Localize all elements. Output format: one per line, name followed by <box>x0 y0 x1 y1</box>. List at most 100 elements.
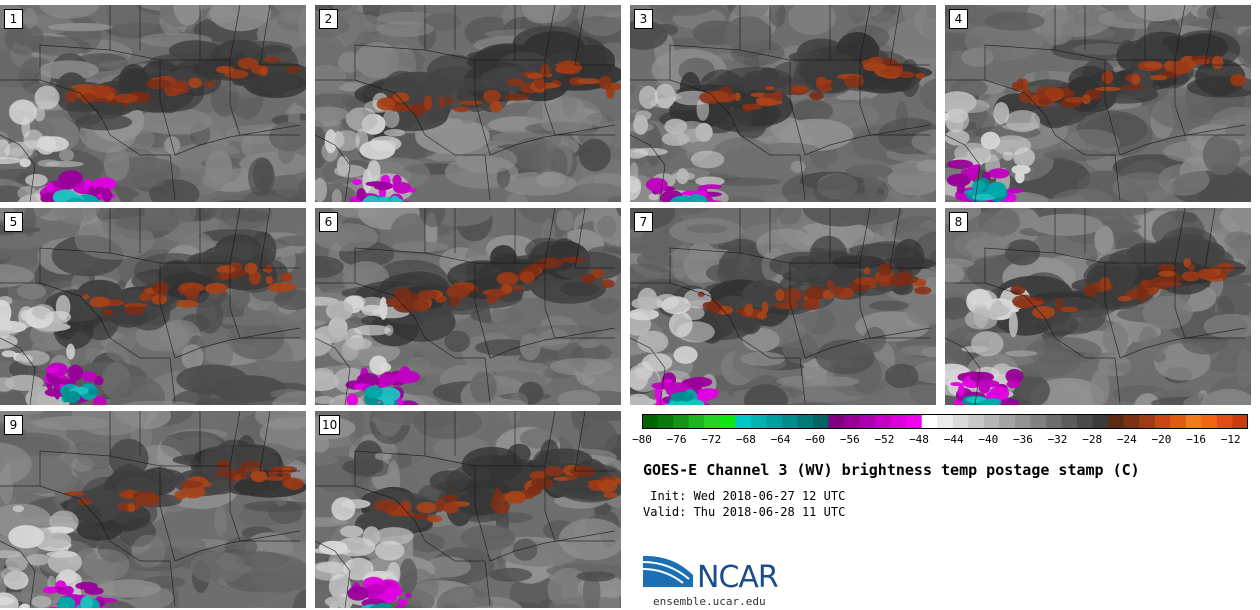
very-dry-streak <box>204 282 228 294</box>
deep-convection <box>947 159 973 169</box>
colorbar-swatch <box>735 414 752 429</box>
very-dry-streak <box>744 303 754 317</box>
state-boundary <box>1054 49 1121 156</box>
cloud-texture <box>548 131 562 146</box>
cloud-texture <box>757 161 789 198</box>
colorbar-swatch <box>766 414 783 429</box>
panel-label: 6 <box>319 212 338 232</box>
deep-convection <box>957 383 965 397</box>
cloud-texture <box>859 96 873 130</box>
very-dry-streak <box>1117 295 1132 302</box>
moist-air-region <box>0 320 27 334</box>
moist-air-region <box>630 152 644 159</box>
cloud-texture <box>407 356 430 374</box>
cloud-texture <box>298 398 306 405</box>
cloud-texture <box>315 453 338 466</box>
cloud-texture <box>4 22 44 55</box>
state-boundary <box>630 5 741 81</box>
colorbar-swatch <box>1014 414 1032 429</box>
state-boundary <box>109 252 176 359</box>
very-dry-streak <box>237 57 259 70</box>
very-dry-streak <box>412 513 428 521</box>
moist-air-region <box>23 129 44 149</box>
cloud-texture <box>460 525 516 551</box>
moist-air-region <box>336 537 376 557</box>
very-dry-streak <box>603 492 618 498</box>
very-dry-streak <box>708 90 729 101</box>
very-dry-streak <box>1083 283 1098 298</box>
very-dry-streak <box>702 302 714 309</box>
very-dry-streak <box>734 92 741 101</box>
very-dry-streak <box>801 298 820 311</box>
colorbar-tick-label: −28 <box>1082 433 1103 446</box>
very-dry-streak <box>180 485 206 499</box>
state-boundary <box>1204 208 1245 269</box>
state-boundary <box>0 134 36 202</box>
very-dry-streak <box>265 276 273 285</box>
state-boundary <box>354 282 491 404</box>
colorbar-swatch <box>1077 414 1094 429</box>
moist-air-region <box>46 551 78 558</box>
moist-air-region <box>8 525 45 549</box>
cloud-texture <box>945 229 954 266</box>
moist-air-region <box>328 573 351 599</box>
very-dry-streak <box>1193 58 1211 65</box>
very-dry-streak <box>1156 281 1183 287</box>
member-panel-10: 10 <box>315 411 621 608</box>
very-dry-streak <box>1137 287 1149 302</box>
moist-air-region <box>12 505 24 513</box>
moist-air-region <box>669 311 693 338</box>
state-boundary <box>889 208 930 269</box>
cold-cloud-top <box>80 595 93 608</box>
cloud-texture <box>507 411 521 425</box>
very-dry-streak <box>815 76 827 87</box>
cloud-texture <box>945 263 965 285</box>
colorbar-tick-label: −20 <box>1151 433 1172 446</box>
cloud-texture <box>423 12 462 31</box>
member-panel-9: 9 <box>0 411 306 608</box>
moist-air-region <box>1005 350 1038 357</box>
state-boundary <box>0 540 36 608</box>
cloud-texture <box>790 160 806 173</box>
cloud-texture <box>919 78 936 113</box>
cloud-texture <box>578 138 611 172</box>
very-dry-streak <box>591 268 604 279</box>
state-boundary <box>804 327 931 359</box>
very-dry-streak <box>854 277 878 286</box>
state-boundary <box>315 208 426 284</box>
cloud-texture <box>1236 349 1251 388</box>
cloud-texture <box>392 241 449 253</box>
very-dry-streak <box>1157 263 1177 272</box>
cloud-texture <box>786 402 836 405</box>
dry-air-region <box>461 446 523 483</box>
cloud-texture <box>62 208 101 223</box>
colorbar-swatch <box>704 414 721 429</box>
state-boundary <box>315 5 426 81</box>
cloud-texture <box>249 555 306 593</box>
state-boundary <box>489 124 616 156</box>
colorbar-swatch <box>890 414 907 429</box>
moist-air-region <box>966 289 997 307</box>
deep-convection <box>101 188 112 202</box>
moist-air-region <box>355 128 369 153</box>
cloud-texture <box>864 175 879 199</box>
cloud-texture <box>341 14 386 34</box>
very-dry-streak <box>560 256 586 263</box>
moist-air-region <box>9 147 24 157</box>
cloud-texture <box>1148 87 1216 129</box>
very-dry-streak <box>898 71 915 78</box>
cloud-texture <box>190 551 246 584</box>
state-boundary <box>984 79 1121 201</box>
very-dry-streak <box>915 72 925 79</box>
moist-air-region <box>642 353 673 372</box>
cloud-texture <box>413 411 482 440</box>
colorbar-swatch <box>750 414 767 429</box>
cloud-texture <box>607 196 621 202</box>
colorbar-tick-label: −68 <box>735 433 756 446</box>
state-boundary <box>669 282 806 404</box>
cloud-texture <box>202 208 245 220</box>
cloud-texture <box>782 332 818 364</box>
very-dry-streak <box>862 62 887 72</box>
cold-cloud-top <box>390 195 400 202</box>
moist-air-region <box>690 150 725 169</box>
